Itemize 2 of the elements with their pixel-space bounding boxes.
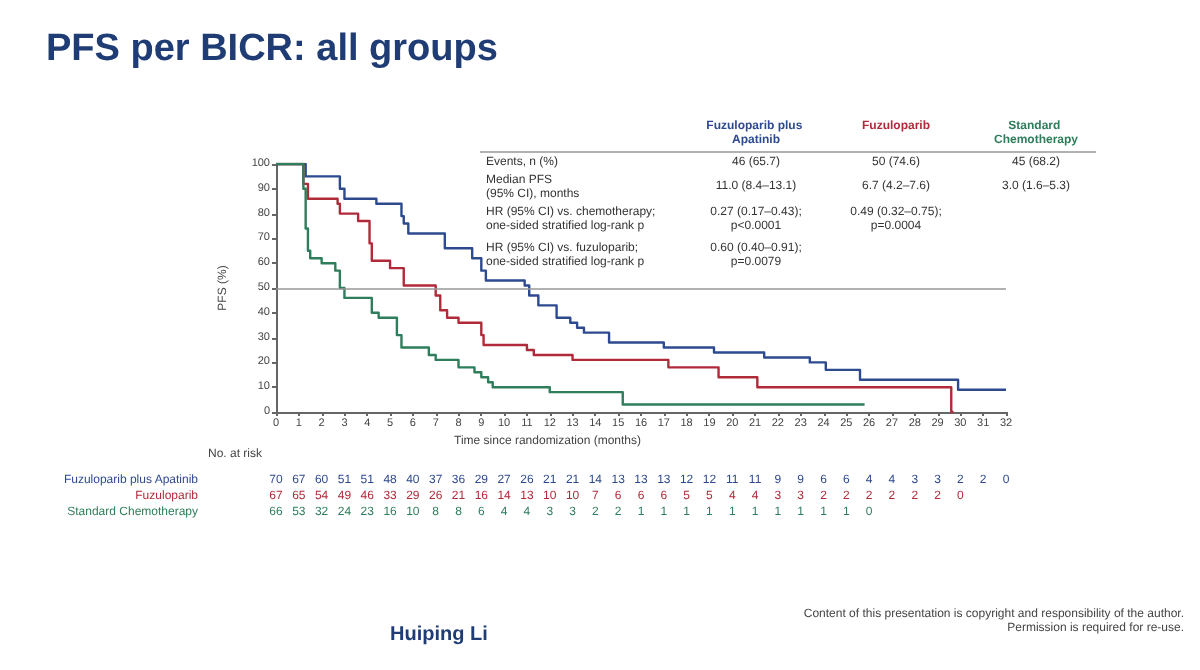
text: Huiping Li <box>390 624 489 646</box>
chart-title: PFS per BICR: all groups <box>46 28 498 70</box>
